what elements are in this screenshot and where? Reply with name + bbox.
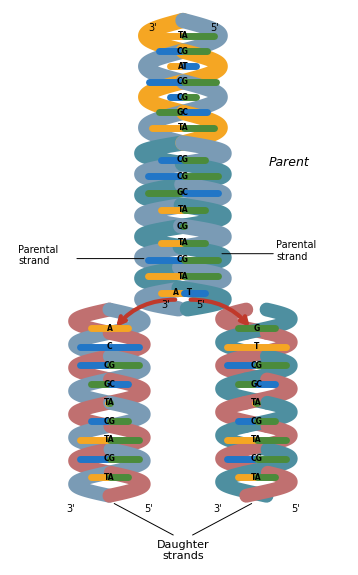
Text: G: G <box>253 324 260 333</box>
Text: TA: TA <box>178 272 188 281</box>
Text: CG: CG <box>103 454 115 463</box>
Text: T: T <box>254 342 259 351</box>
Text: CG: CG <box>251 361 262 370</box>
Text: 5': 5' <box>196 300 205 310</box>
Text: TA: TA <box>251 398 262 407</box>
Text: CG: CG <box>103 361 115 370</box>
Text: 3': 3' <box>213 504 222 513</box>
Text: GC: GC <box>103 380 115 389</box>
Text: Parental
strand: Parental strand <box>276 240 316 262</box>
Text: GC: GC <box>177 108 189 117</box>
Text: CG: CG <box>177 255 189 264</box>
Text: 3': 3' <box>148 24 157 33</box>
Text: Parent: Parent <box>268 156 309 169</box>
Text: TA: TA <box>104 473 115 482</box>
Text: GC: GC <box>177 189 189 197</box>
Text: GC: GC <box>251 380 262 389</box>
Text: 3': 3' <box>66 504 74 513</box>
Text: TA: TA <box>251 473 262 482</box>
Text: TA: TA <box>104 398 115 407</box>
Text: CG: CG <box>177 77 189 86</box>
Text: TA: TA <box>104 435 115 444</box>
Text: TA: TA <box>178 205 188 214</box>
Text: CG: CG <box>251 454 262 463</box>
Text: TA: TA <box>178 31 188 40</box>
Text: CG: CG <box>103 417 115 426</box>
Text: TA: TA <box>251 435 262 444</box>
Text: Parental
strand: Parental strand <box>18 245 58 266</box>
Text: 5': 5' <box>291 504 300 513</box>
Text: TA: TA <box>178 239 188 247</box>
Text: A   T: A T <box>173 289 193 297</box>
Text: CG: CG <box>177 47 189 56</box>
Text: CG: CG <box>251 417 262 426</box>
Text: A: A <box>106 324 112 333</box>
Text: TA: TA <box>178 123 188 132</box>
Text: CG: CG <box>177 155 189 164</box>
Text: CG: CG <box>177 93 189 102</box>
Text: 3': 3' <box>161 300 170 310</box>
Text: 5': 5' <box>210 24 219 33</box>
Text: AT: AT <box>178 62 188 71</box>
Text: CG: CG <box>177 222 189 231</box>
Text: C: C <box>107 342 112 351</box>
Text: CG: CG <box>177 172 189 181</box>
Text: Daughter
strands: Daughter strands <box>156 540 209 561</box>
Text: 5': 5' <box>144 504 153 513</box>
